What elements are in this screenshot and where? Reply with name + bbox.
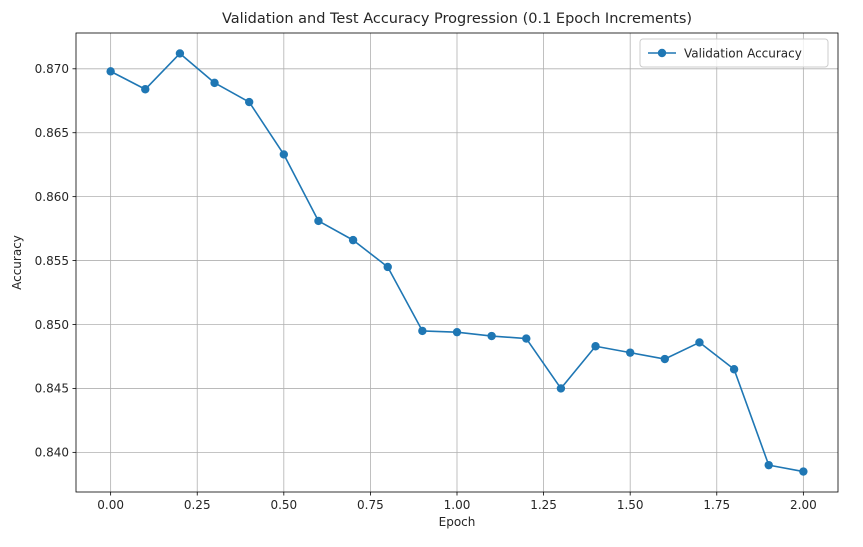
data-point [764,460,773,470]
data-point [244,97,254,107]
y-tick-label: 0.840 [35,446,69,460]
legend-label-validation-accuracy: Validation Accuracy [684,46,802,60]
y-tick-label: 0.860 [35,190,69,204]
data-point [175,49,185,58]
data-point [556,384,566,393]
y-tick-label: 0.855 [35,254,69,268]
x-tick-label: 0.00 [97,498,124,512]
y-tick-label: 0.865 [35,126,69,140]
data-point [625,348,635,357]
x-tick-label: 2.00 [790,498,817,512]
data-point [106,67,115,76]
legend-box [639,38,829,68]
data-point [729,365,739,374]
y-axis-ticks: 0.840 0.845 0.850 0.855 0.860 0.865 0.870 [35,62,76,460]
data-point [660,354,670,364]
x-tick-label: 0.50 [270,498,297,512]
grid-lines [76,33,838,492]
series-layer [106,49,808,476]
chart-title: Validation and Test Accuracy Progression… [222,11,692,27]
x-tick-label: 1.75 [703,498,730,512]
data-point [452,327,462,337]
x-tick-label: 1.25 [530,498,557,512]
x-tick-label: 0.75 [357,498,384,512]
x-tick-label: 1.50 [617,498,644,512]
y-tick-label: 0.845 [35,382,69,396]
x-tick-label: 0.25 [184,498,211,512]
data-point [695,338,704,347]
data-point [383,262,392,272]
x-tick-label: 1.00 [444,498,471,512]
data-point [522,334,531,343]
data-point [799,467,808,476]
legend: Validation Accuracy [639,38,829,68]
x-axis-ticks: 0.00 0.25 0.50 0.75 1.00 1.25 1.50 1.75 2.00 [97,492,817,512]
data-point [141,85,150,94]
data-point [418,326,427,336]
x-axis-label: Epoch [439,515,476,529]
y-tick-label: 0.850 [35,318,69,332]
data-point [591,342,600,351]
data-point [487,331,496,341]
legend-marker-swatch [657,48,667,58]
data-point [314,216,323,226]
data-point [210,78,219,88]
y-tick-label: 0.870 [35,62,69,76]
data-point [279,150,289,159]
data-point [348,235,358,245]
y-axis-label: Accuracy [10,235,24,290]
